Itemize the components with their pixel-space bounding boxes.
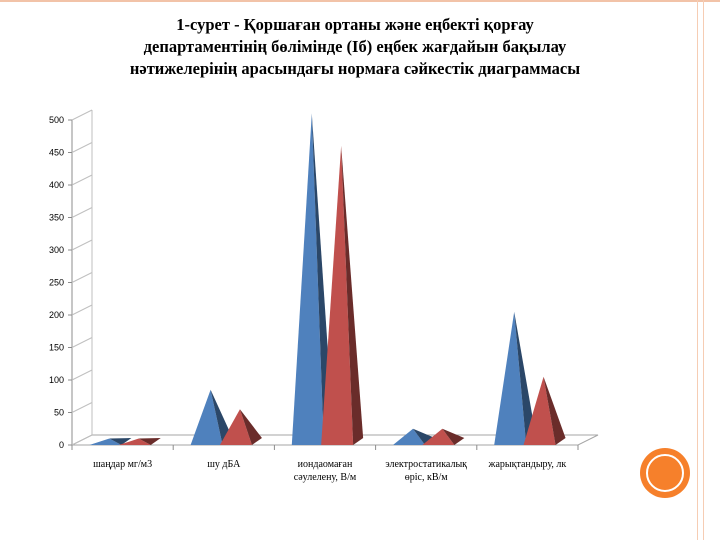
y-tick-depth bbox=[71, 174, 93, 186]
pyramid-bar-front bbox=[523, 376, 556, 445]
decorative-circle-ring bbox=[646, 454, 684, 492]
y-tick-label: 150 bbox=[49, 343, 64, 353]
y-tick-depth bbox=[71, 207, 93, 218]
y-tick-label: 250 bbox=[49, 278, 64, 288]
frame-right-line bbox=[703, 0, 704, 540]
y-tick-label: 0 bbox=[59, 440, 64, 450]
y-tick-depth bbox=[71, 109, 93, 121]
x-tick-label: сәулелену, В/м bbox=[294, 472, 357, 483]
pyramid-bar-front bbox=[422, 428, 455, 445]
pyramid-bar-front bbox=[494, 311, 527, 445]
y-tick-label: 450 bbox=[49, 148, 64, 158]
y-tick-label: 100 bbox=[49, 375, 64, 385]
pyramid-bar-side bbox=[109, 438, 132, 445]
y-tick-label: 400 bbox=[49, 180, 64, 190]
pyramid-bar-side bbox=[514, 311, 537, 445]
pyramid-bar-front bbox=[219, 409, 252, 445]
pyramid-bar-side bbox=[543, 376, 566, 445]
pyramid-bar-front bbox=[392, 428, 425, 445]
x-tick-label: электростатикалық bbox=[385, 459, 467, 470]
x-tick-label: жарықтандыру, лк bbox=[488, 459, 567, 470]
pyramid-bar-side bbox=[210, 389, 233, 445]
pyramid-bar-front bbox=[190, 389, 223, 445]
x-tick-label: шу дБА bbox=[207, 459, 241, 470]
y-tick-depth bbox=[71, 142, 93, 153]
pyramid-bar-side bbox=[138, 438, 161, 445]
pyramid-bar-side bbox=[341, 146, 364, 445]
frame-top-border bbox=[0, 0, 720, 2]
pyramid-chart: 0 50 100 150 200 250 300 350 400 450 500 шаңдар мг/… bbox=[49, 109, 599, 483]
chart-title: 1-сурет - Қоршаған ортаны және еңбекті қ… bbox=[60, 14, 650, 80]
title-line-3: нәтижелерінің арасындағы нормаға сәйкест… bbox=[129, 59, 581, 78]
y-tick-depth bbox=[71, 304, 93, 316]
pyramid-bar-side bbox=[239, 409, 262, 445]
title-line-1: 1-сурет - Қоршаған ортаны және еңбекті қ… bbox=[176, 15, 534, 34]
pyramid-bar-front bbox=[89, 438, 122, 445]
title-line-2: департаментінің бөлімінде (Іб) еңбек жағ… bbox=[143, 37, 567, 56]
y-tick-depth bbox=[71, 337, 93, 348]
y-tick-label: 50 bbox=[54, 408, 64, 418]
y-tick-depth bbox=[71, 369, 93, 381]
y-tick-depth bbox=[71, 239, 93, 251]
x-tick-label: иондаомаған bbox=[298, 459, 353, 470]
y-tick-depth bbox=[71, 434, 93, 446]
decorative-circle bbox=[640, 448, 690, 498]
pyramid-bar-front bbox=[118, 438, 151, 445]
y-tick-label: 300 bbox=[49, 245, 64, 255]
pyramid-bar-side bbox=[442, 428, 465, 445]
pyramid-bar-front bbox=[291, 113, 324, 445]
y-tick-depth bbox=[71, 402, 93, 413]
y-tick-depth bbox=[71, 272, 93, 283]
pyramid-bar-front bbox=[321, 146, 354, 445]
y-tick-label: 500 bbox=[49, 115, 64, 125]
x-tick-label: шаңдар мг/м3 bbox=[93, 459, 152, 470]
x-tick-label: өріс, кВ/м bbox=[405, 472, 449, 483]
y-tick-label: 200 bbox=[49, 310, 64, 320]
frame-right-line bbox=[697, 0, 698, 540]
y-tick-label: 350 bbox=[49, 213, 64, 223]
